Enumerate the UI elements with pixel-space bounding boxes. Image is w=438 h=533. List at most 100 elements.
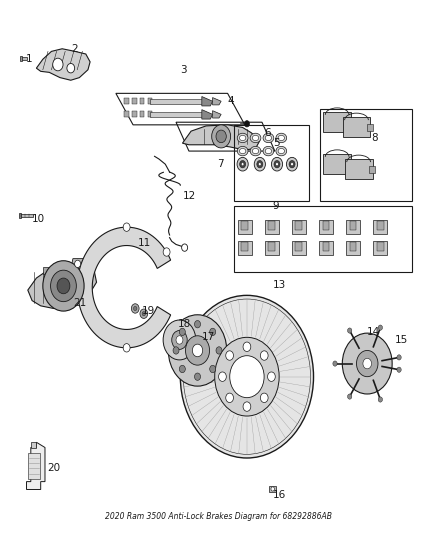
Circle shape <box>74 260 81 268</box>
Polygon shape <box>132 98 137 104</box>
Circle shape <box>180 295 314 458</box>
Circle shape <box>192 344 203 357</box>
Ellipse shape <box>252 149 259 154</box>
Polygon shape <box>265 220 279 235</box>
Polygon shape <box>238 220 252 235</box>
Ellipse shape <box>265 149 272 154</box>
Circle shape <box>276 163 278 166</box>
Polygon shape <box>346 220 360 235</box>
Polygon shape <box>345 159 373 180</box>
Circle shape <box>131 304 139 313</box>
Circle shape <box>244 120 250 127</box>
Polygon shape <box>27 442 45 489</box>
Ellipse shape <box>278 149 285 154</box>
Polygon shape <box>212 98 221 105</box>
Circle shape <box>272 157 283 171</box>
Polygon shape <box>319 241 333 255</box>
Circle shape <box>219 372 226 382</box>
Polygon shape <box>150 99 202 104</box>
Polygon shape <box>268 221 276 230</box>
Circle shape <box>241 163 244 166</box>
Bar <box>234 206 412 272</box>
Circle shape <box>142 312 145 316</box>
Circle shape <box>363 358 371 369</box>
Polygon shape <box>28 453 40 479</box>
Polygon shape <box>322 242 329 251</box>
Polygon shape <box>71 259 84 269</box>
Circle shape <box>347 394 352 399</box>
Circle shape <box>67 63 74 73</box>
Text: 10: 10 <box>32 214 45 224</box>
Text: 5: 5 <box>273 138 279 148</box>
Circle shape <box>215 337 279 416</box>
Polygon shape <box>202 96 212 106</box>
Text: 11: 11 <box>138 238 151 248</box>
Circle shape <box>254 157 265 171</box>
Ellipse shape <box>278 135 285 141</box>
Polygon shape <box>20 56 22 61</box>
Circle shape <box>271 487 275 491</box>
Polygon shape <box>265 241 279 255</box>
Polygon shape <box>140 111 144 117</box>
Text: 18: 18 <box>178 319 191 329</box>
Polygon shape <box>43 266 49 274</box>
Polygon shape <box>31 442 36 448</box>
Circle shape <box>163 320 196 360</box>
Circle shape <box>237 157 248 171</box>
Text: 8: 8 <box>371 133 378 143</box>
Polygon shape <box>132 111 137 117</box>
Circle shape <box>194 373 201 381</box>
Circle shape <box>397 367 401 373</box>
Polygon shape <box>292 241 306 255</box>
Text: 20: 20 <box>47 464 60 473</box>
Circle shape <box>179 365 185 373</box>
Text: 7: 7 <box>217 159 223 169</box>
Polygon shape <box>150 112 202 117</box>
Polygon shape <box>343 117 371 138</box>
Circle shape <box>123 223 130 231</box>
Circle shape <box>243 402 251 411</box>
Circle shape <box>50 270 76 302</box>
Circle shape <box>260 351 268 360</box>
Bar <box>234 125 309 201</box>
Ellipse shape <box>240 135 246 141</box>
Circle shape <box>53 58 63 71</box>
Circle shape <box>212 125 230 148</box>
Polygon shape <box>212 111 221 118</box>
Circle shape <box>172 330 187 350</box>
Polygon shape <box>350 221 357 230</box>
Circle shape <box>230 356 264 398</box>
Text: 17: 17 <box>202 333 215 342</box>
Text: 2020 Ram 3500 Anti-Lock Brakes Diagram for 68292886AB: 2020 Ram 3500 Anti-Lock Brakes Diagram f… <box>106 512 332 521</box>
Text: 2: 2 <box>71 44 78 54</box>
Text: 6: 6 <box>264 128 271 138</box>
Ellipse shape <box>265 135 272 141</box>
Polygon shape <box>241 242 248 251</box>
Ellipse shape <box>250 147 261 156</box>
Polygon shape <box>350 242 357 251</box>
Circle shape <box>343 333 392 394</box>
Polygon shape <box>183 125 260 150</box>
Circle shape <box>333 361 337 366</box>
Polygon shape <box>268 242 276 251</box>
Polygon shape <box>292 220 306 235</box>
Text: 4: 4 <box>228 96 234 106</box>
Polygon shape <box>323 112 351 132</box>
Polygon shape <box>377 242 384 251</box>
Ellipse shape <box>263 147 274 156</box>
Circle shape <box>176 336 183 344</box>
Circle shape <box>168 315 227 386</box>
Circle shape <box>163 248 170 256</box>
Circle shape <box>260 393 268 402</box>
Polygon shape <box>296 242 302 251</box>
Circle shape <box>57 278 70 294</box>
Text: 15: 15 <box>395 335 408 345</box>
Ellipse shape <box>240 149 246 154</box>
Circle shape <box>210 365 216 373</box>
Text: 9: 9 <box>273 201 279 211</box>
Polygon shape <box>348 161 353 167</box>
Text: 1: 1 <box>26 54 32 64</box>
Polygon shape <box>202 110 212 119</box>
Polygon shape <box>319 220 333 235</box>
Circle shape <box>291 163 293 166</box>
